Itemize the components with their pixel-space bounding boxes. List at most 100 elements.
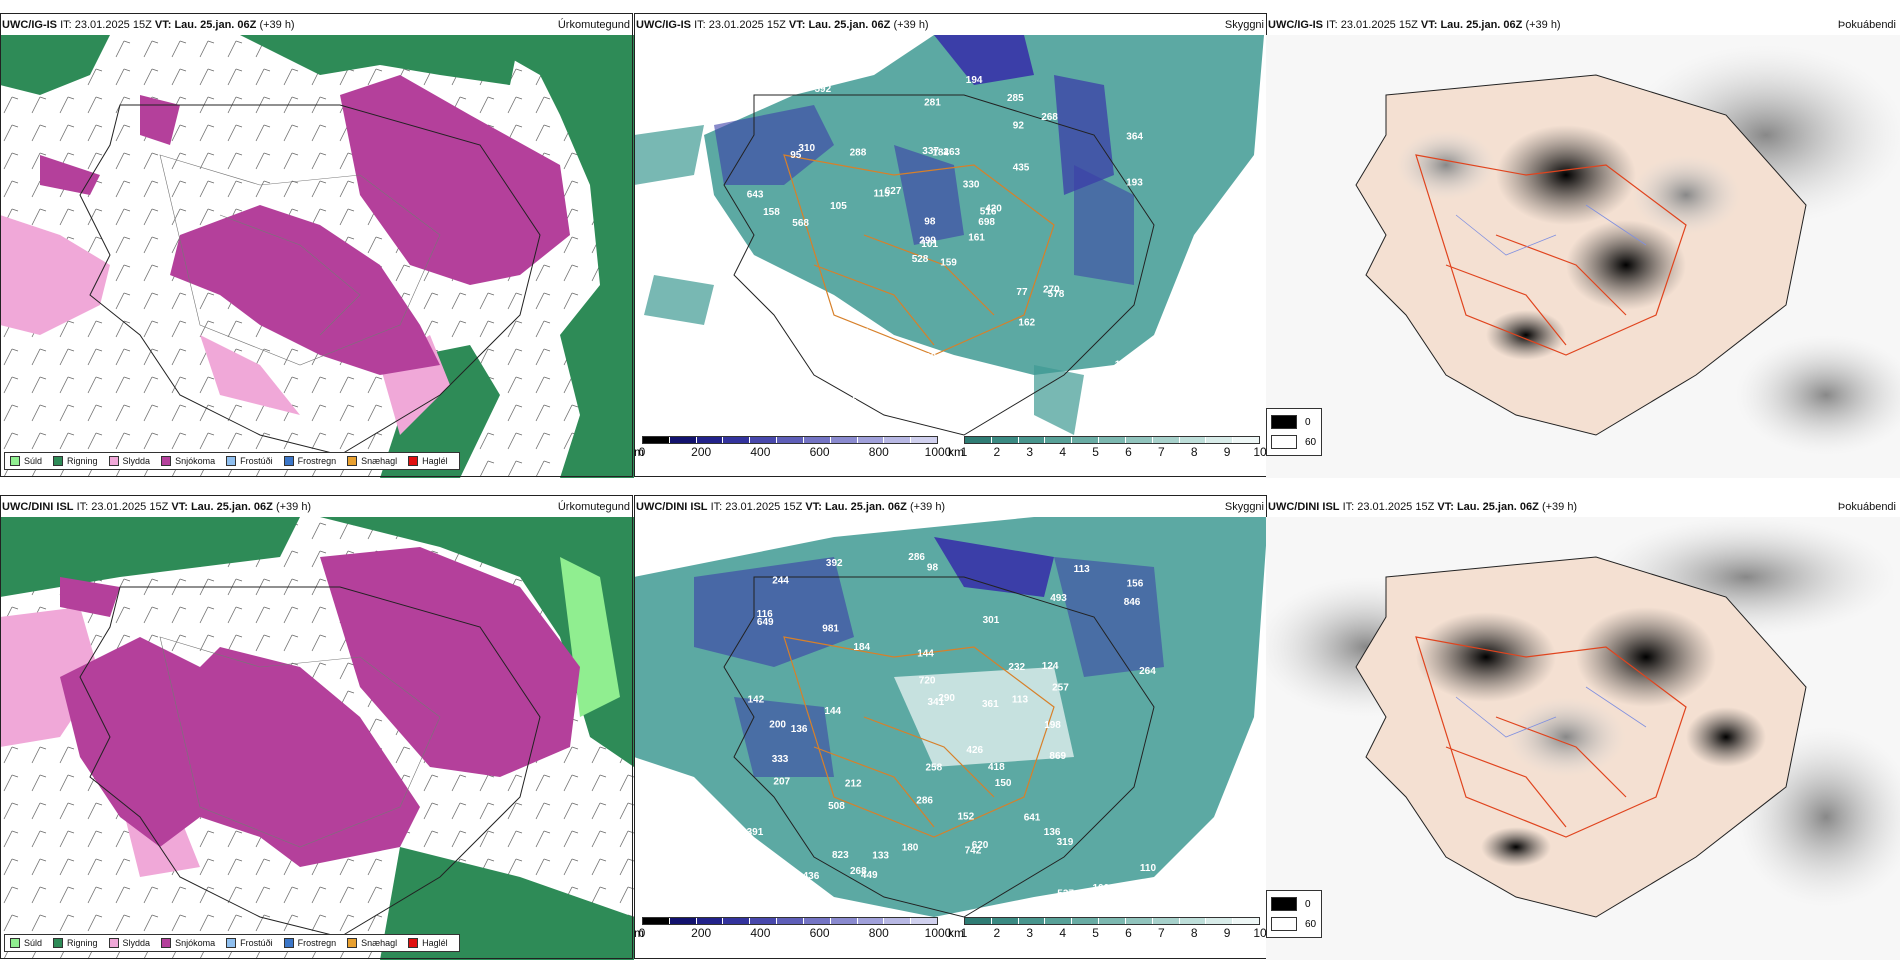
panel-header: UWC/IG-IS IT: 23.01.2025 15Z VT: Lau. 25… [636,19,1264,35]
cloud-base-label: 449 [861,870,878,881]
cloud-base-label: 110 [1140,863,1157,874]
colorbar-swatch [669,437,697,443]
colorbar-unit: km [948,445,964,459]
cloud-base-label: 301 [983,615,1000,626]
cloud-base-label: 244 [772,576,789,587]
cloud-base-label: 268 [850,866,867,877]
cloud-base-label: 981 [822,623,839,634]
legend-item: Snjókoma [161,938,215,948]
cloud-base-label: 823 [832,850,849,861]
legend-item: Frostregn [283,938,336,948]
colorbar-swatch [1125,918,1153,924]
cloud-base-label: 98 [924,216,936,227]
cloud-base-label: 207 [773,776,790,787]
colorbar-unit: m [634,445,644,459]
lead-time: (+39 h) [1541,501,1578,513]
legend-swatch [53,456,64,466]
colorbar-swatch [777,437,804,443]
cloud-base-label: 592 [815,84,832,95]
legend-light-label: 60 [1305,436,1317,448]
model-name: UWC/IG-IS [636,19,691,31]
cloud-base-label: 136 [791,724,808,735]
colorbar-swatch [857,918,885,924]
legend-swatch [10,456,20,466]
panel-type-label: Þokuábendi [1837,501,1896,513]
colorbar-tick-label: 2 [993,926,1001,940]
cloud-base-label: 290 [938,693,955,704]
cloud-base-label: 113 [1012,695,1029,706]
cloud-base-label: 330 [963,179,980,190]
legend-label: Súld [24,456,43,466]
cloud-base-label: 358 [840,368,857,379]
vt-value: Lau. 25.jan. 06Z [190,501,273,513]
legend-swatch [1271,435,1297,449]
colorbar-swatch [991,918,1019,924]
colorbar-tick-label: 8 [1190,445,1198,459]
legend-light-label: 60 [1305,918,1317,930]
panel-cloud-bottom: UWC/DINI ISL IT: 23.01.2025 15Z VT: Lau.… [634,495,1268,960]
colorbar-tick-label: 5 [1092,926,1099,940]
colorbar-swatch [857,437,885,443]
panel-cloud-top: UWC/IG-IS IT: 23.01.2025 15Z VT: Lau. 25… [634,13,1268,478]
legend-label: Súld [24,938,43,948]
colorbar-tick-label: 5 [1092,445,1099,459]
colorbar-tick-label: 2 [993,445,1001,459]
cloud-base-label: 257 [1052,683,1069,694]
cloud-base-label: 435 [1013,163,1030,174]
panel-header: UWC/DINI ISL IT: 23.01.2025 15Z VT: Lau.… [1268,501,1896,517]
colorbar-tick-label: 10 [1253,445,1267,459]
colorbar-tick-label: 6 [1125,926,1132,940]
colorbar-swatch [1179,918,1207,924]
colorbar-km: 1 2 3 4 5 6 7 8 9 10 km [948,436,1267,460]
cloud-base-label: 364 [1126,131,1143,142]
cloud-base-label: 134 [852,328,869,339]
legend-item: Rigning [53,456,98,466]
colorbar-unit: km [948,926,964,940]
cloud-base-label: 641 [1024,812,1041,823]
colorbar-swatch [750,918,778,924]
colorbar-tick-label: 4 [1059,926,1066,940]
colorbar-swatch [1099,918,1126,924]
colorbar-tick-label: 1000 [924,445,952,459]
colorbar-tick-label: 400 [750,926,771,940]
it-value: 23.01.2025 15Z [725,501,803,513]
legend-item: Snæhagl [347,456,397,466]
colorbar-swatch [643,437,670,443]
cloud-base-label: 553 [805,330,822,341]
cloud-base-label: 150 [995,778,1012,789]
vt-label: VT: [171,501,188,513]
precip-map [0,517,634,960]
vt-label: VT: [154,19,172,31]
it-label: IT: [1342,501,1355,513]
colorbar-swatch [1152,918,1180,924]
legend-item: Snjókoma [161,456,215,466]
legend-label: Snjókoma [175,456,216,466]
panel-type-label: Þokuábendi [1837,19,1896,31]
legend-item: Súld [10,938,42,948]
cloud-base-label: 152 [958,811,975,822]
legend-item: Snæhagl [347,938,397,948]
cloud-base-label: 184 [853,642,870,653]
colorbar-m: 0 200 400 600 800 1000 m [634,917,951,941]
colorbar-swatch [750,437,778,443]
cloud-base-label: 493 [1050,593,1067,604]
legend-item: Haglél [408,456,448,466]
cloud-base-label: 133 [872,851,889,862]
colorbar-tick-label: 200 [691,445,712,459]
cloud-base-label: 528 [912,254,929,265]
lead-time: (+39 h) [1525,19,1561,31]
cloud-base-label: 98 [927,562,939,573]
cloud-base-label: 391 [747,827,764,838]
colorbar-tick-label: 9 [1223,445,1231,459]
colorbar-tick-label: 7 [1157,926,1165,940]
cloud-base-label: 578 [1048,289,1065,300]
model-name: UWC/DINI ISL [1268,501,1340,513]
colorbar-tick-label: 0 [638,926,646,940]
legend-swatch [283,938,294,948]
colorbars-top: 0 200 400 600 800 1000 m 1 2 3 4 5 6 7 8 9 10 km [634,436,1274,462]
panel-header: UWC/IG-IS IT: 23.01.2025 15Z VT: Lau. 25… [1268,19,1896,35]
colorbar-tick-label: 400 [750,445,771,459]
colorbar-tick-label: 600 [809,926,830,940]
cloud-base-label: 286 [916,796,933,807]
fog-map [1266,35,1900,478]
